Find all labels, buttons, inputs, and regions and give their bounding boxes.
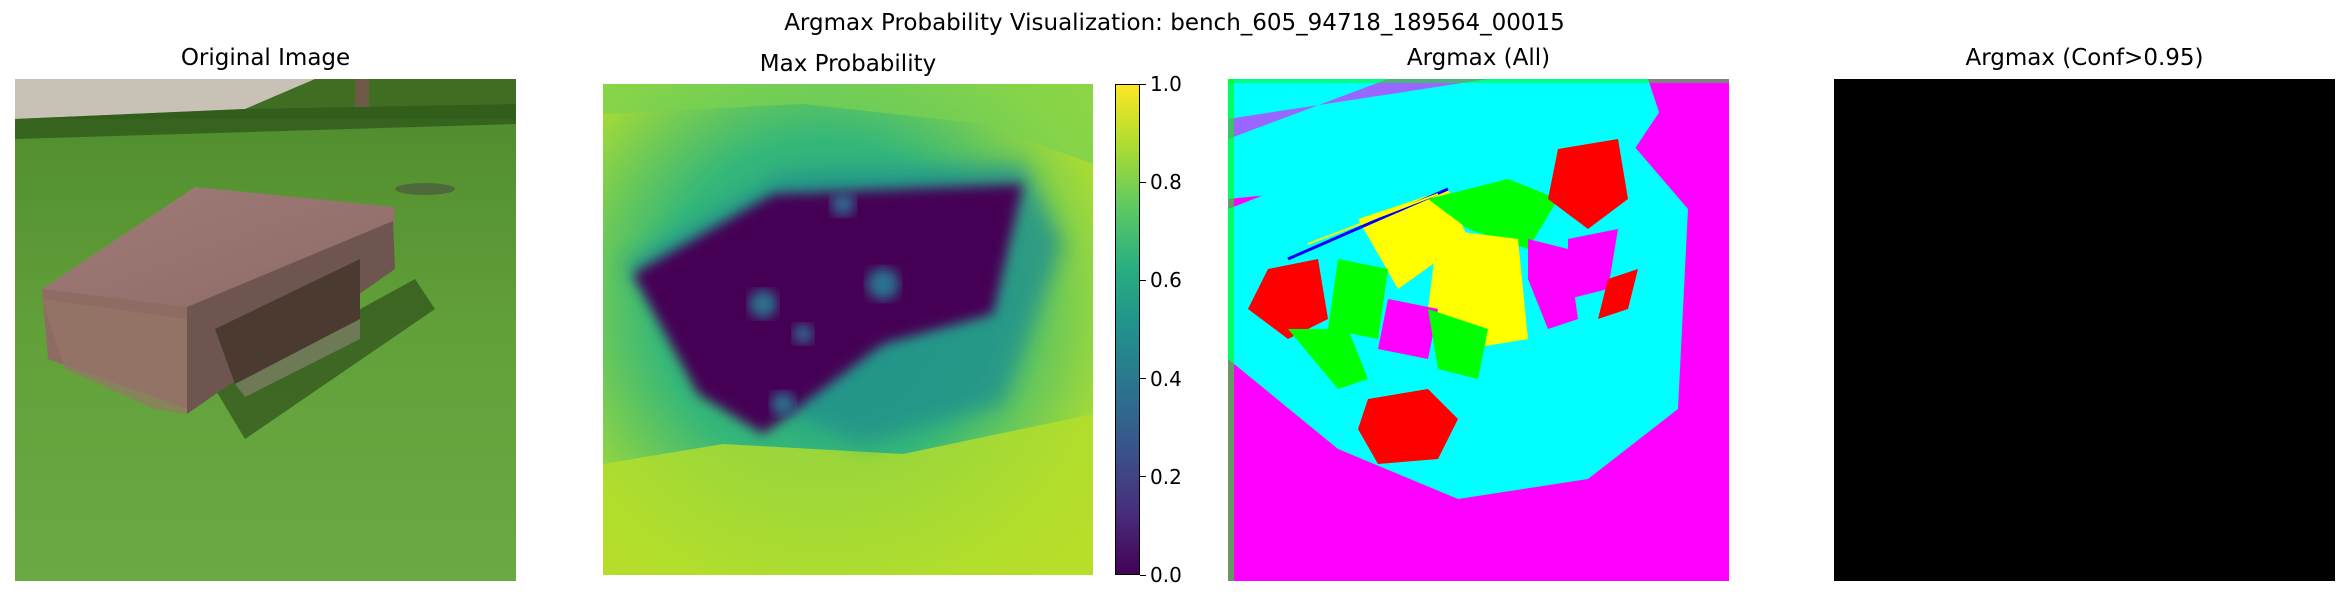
- panel-title-argmax-conf: Argmax (Conf>0.95): [1965, 45, 2204, 71]
- colorbar-tick-mark: [1140, 378, 1146, 380]
- max-probability-heatmap: [603, 84, 1093, 575]
- colorbar-tick-mark: [1140, 574, 1146, 576]
- figure-suptitle: Argmax Probability Visualization: bench_…: [784, 10, 1565, 36]
- colorbar-tick-label: 0.6: [1150, 268, 1182, 293]
- colorbar: [1115, 84, 1140, 575]
- colorbar-tick-label: 0.0: [1150, 563, 1182, 587]
- colorbar-tick-label: 0.8: [1150, 170, 1182, 195]
- panel-title-argmax-all: Argmax (All): [1406, 45, 1551, 71]
- panel-title-original: Original Image: [180, 45, 351, 71]
- colorbar-tick-mark: [1140, 476, 1146, 478]
- argmax-all-segmentation: [1228, 79, 1729, 581]
- colorbar-tick-label: 0.2: [1150, 464, 1182, 489]
- colorbar-tick-label: 0.4: [1150, 366, 1182, 391]
- argmax-confident-segmentation: [1834, 79, 2335, 581]
- original-image: [15, 79, 516, 581]
- colorbar-tick-mark: [1140, 83, 1146, 85]
- panel-title-maxprob: Max Probability: [759, 51, 937, 77]
- colorbar-tick-mark: [1140, 181, 1146, 183]
- colorbar-tick-label: 1.0: [1150, 72, 1182, 96]
- colorbar-tick-mark: [1140, 279, 1146, 281]
